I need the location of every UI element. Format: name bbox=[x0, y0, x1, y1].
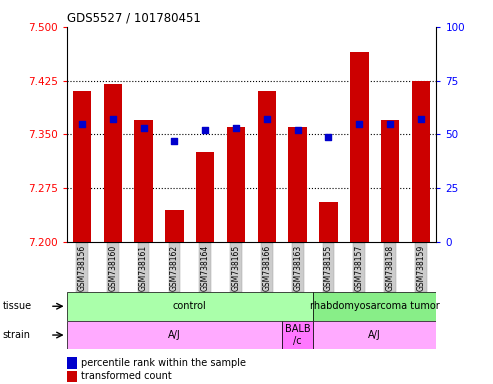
Bar bbox=[165, 210, 184, 242]
Bar bbox=[313, 292, 436, 321]
Point bbox=[386, 121, 394, 127]
Point bbox=[417, 116, 425, 122]
Text: A/J: A/J bbox=[368, 330, 381, 340]
Bar bbox=[227, 127, 245, 242]
Text: percentile rank within the sample: percentile rank within the sample bbox=[81, 358, 246, 368]
Bar bbox=[196, 152, 214, 242]
Point bbox=[171, 138, 178, 144]
Text: transformed count: transformed count bbox=[81, 371, 172, 381]
Point bbox=[232, 125, 240, 131]
Text: strain: strain bbox=[2, 330, 31, 340]
Text: BALB
/c: BALB /c bbox=[285, 324, 311, 346]
Point bbox=[140, 125, 147, 131]
Bar bbox=[282, 321, 313, 349]
Bar bbox=[104, 84, 122, 242]
Bar bbox=[412, 81, 430, 242]
Text: control: control bbox=[173, 301, 207, 311]
Text: A/J: A/J bbox=[168, 330, 181, 340]
Bar bbox=[288, 127, 307, 242]
Bar bbox=[313, 321, 436, 349]
Text: GDS5527 / 101780451: GDS5527 / 101780451 bbox=[67, 11, 201, 24]
Text: rhabdomyosarcoma tumor: rhabdomyosarcoma tumor bbox=[310, 301, 440, 311]
Bar bbox=[134, 120, 153, 242]
Bar bbox=[350, 52, 368, 242]
Point bbox=[201, 127, 209, 133]
Bar bbox=[67, 321, 282, 349]
Bar bbox=[257, 91, 276, 242]
Point bbox=[109, 116, 117, 122]
Point bbox=[294, 127, 302, 133]
Point bbox=[78, 121, 86, 127]
Point bbox=[355, 121, 363, 127]
Point bbox=[263, 116, 271, 122]
Text: tissue: tissue bbox=[2, 301, 32, 311]
Bar bbox=[381, 120, 399, 242]
Bar bbox=[73, 91, 91, 242]
Bar bbox=[67, 292, 313, 321]
Bar bbox=[319, 202, 338, 242]
Point bbox=[324, 134, 332, 140]
